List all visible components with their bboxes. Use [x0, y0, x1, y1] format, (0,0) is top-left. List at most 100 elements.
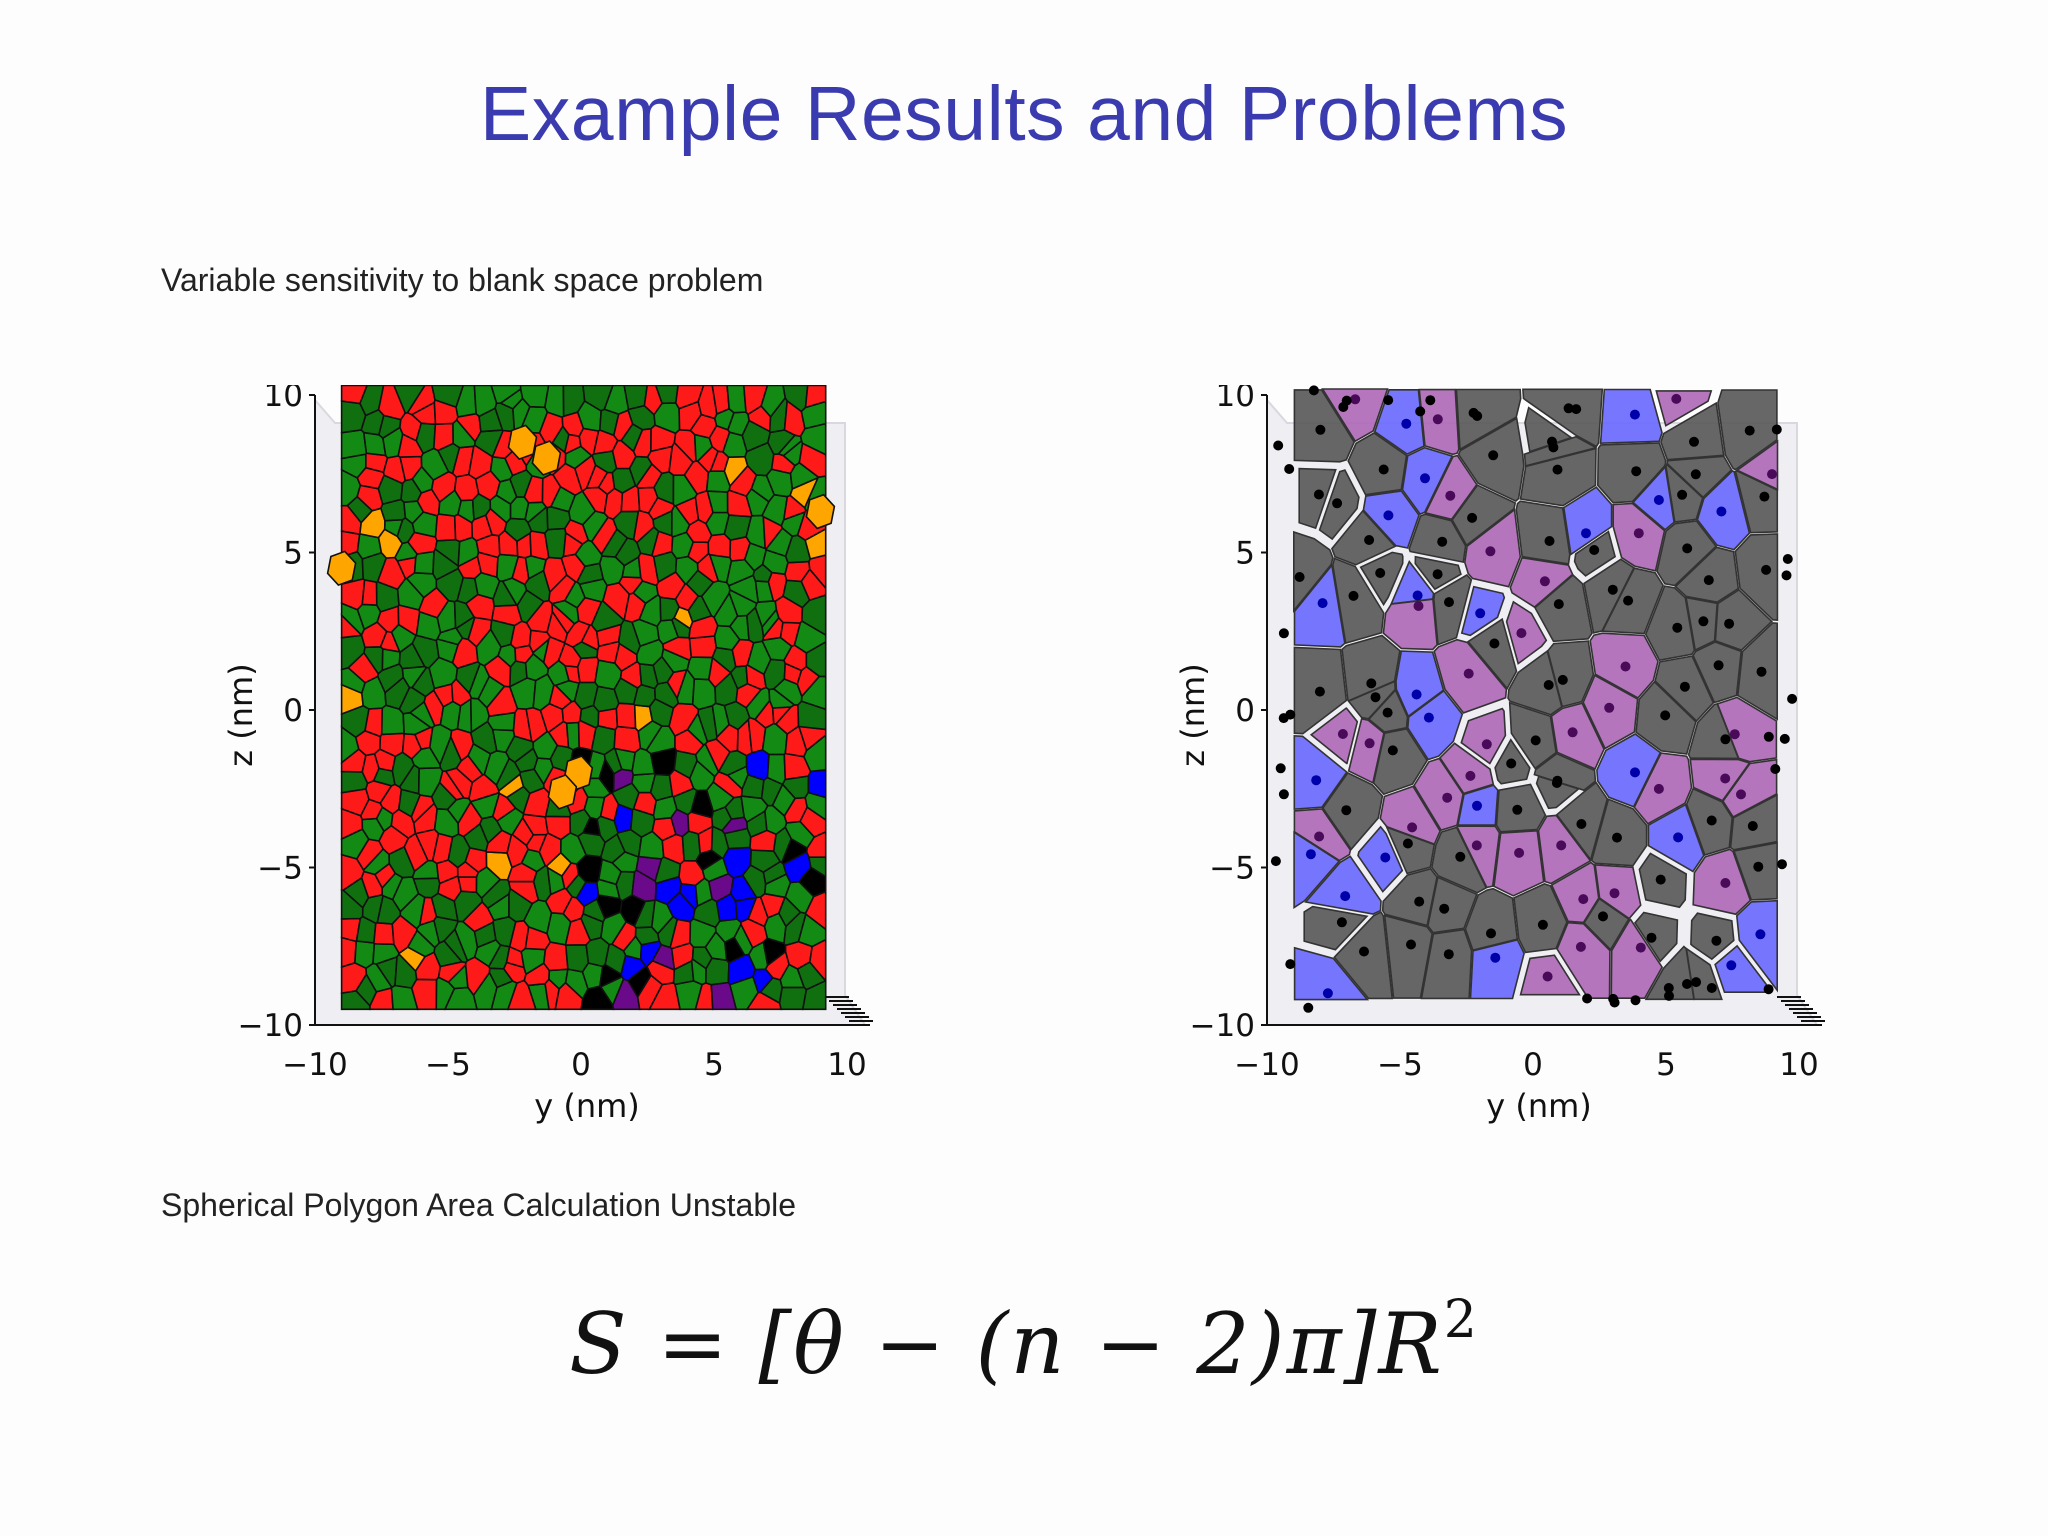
voronoi-cell: [1424, 454, 1478, 521]
seed-point: [1744, 425, 1755, 436]
seed-point: [1370, 692, 1381, 703]
voronoi-cell: [413, 550, 435, 575]
y-tick-label: 10: [264, 385, 303, 414]
seed-point: [1589, 545, 1600, 555]
seed-point: [1471, 840, 1482, 851]
seed-point: [1716, 506, 1727, 517]
voronoi-cell: [364, 707, 384, 738]
voronoi-cell: [1381, 867, 1438, 927]
voronoi-cell: [1533, 752, 1597, 792]
seed-point: [1378, 464, 1389, 475]
x-tick-label: 0: [1523, 1047, 1543, 1083]
voronoi-cell: [1321, 772, 1384, 851]
formula-main: S = [θ − (n − 2)π]R: [569, 1295, 1444, 1393]
seed-point: [1726, 960, 1737, 971]
voronoi-cell: [778, 986, 808, 1011]
seed-point: [1711, 935, 1722, 946]
y-tick-label: 10: [1216, 385, 1255, 414]
seed-point: [1425, 395, 1436, 406]
voronoi-cell: [1432, 573, 1473, 646]
voronoi-cell: [1493, 829, 1545, 897]
seed-point: [1631, 466, 1642, 477]
seed-point: [1763, 731, 1774, 742]
voronoi-cell: [800, 400, 827, 430]
seed-point: [1332, 498, 1343, 509]
seed-point: [1314, 686, 1325, 697]
y-tick-label: 0: [283, 693, 303, 729]
voronoi-cell: [1293, 389, 1356, 463]
voronoi-cell-highlight: [547, 774, 578, 810]
seed-point: [1547, 436, 1557, 447]
voronoi-cell: [369, 986, 394, 1011]
voronoi-cell: [1293, 734, 1348, 811]
voronoi-cell: [1590, 798, 1648, 867]
voronoi-cell: [1513, 883, 1568, 954]
voronoi-cell: [457, 876, 478, 894]
seed-point: [1747, 821, 1758, 831]
formula-exponent: 2: [1443, 1290, 1479, 1350]
voronoi-cell: [1716, 696, 1778, 763]
seed-point: [1770, 764, 1781, 774]
voronoi-cell: [808, 553, 827, 591]
seed-point: [1439, 903, 1450, 914]
seed-point: [1455, 851, 1466, 862]
voronoi-cell: [1734, 470, 1779, 534]
seed-point: [1612, 832, 1622, 843]
y-tick-label: −5: [257, 851, 303, 887]
seed-point: [1415, 406, 1426, 417]
voronoi-cell: [1610, 918, 1664, 1000]
voronoi-cell: [1533, 574, 1593, 643]
seed-point: [1720, 878, 1731, 888]
seed-point: [1557, 674, 1568, 685]
seed-point: [1402, 838, 1413, 849]
seed-point: [1387, 745, 1398, 756]
voronoi-cell: [1321, 388, 1389, 443]
seed-point: [1653, 495, 1664, 505]
voronoi-cell: [797, 912, 827, 948]
seed-point: [1530, 735, 1541, 746]
seed-point: [1609, 888, 1620, 899]
seed-point: [1542, 971, 1553, 982]
x-tick-label: −5: [425, 1047, 471, 1083]
voronoi-cell-highlight: [326, 550, 357, 587]
slide-title: Example Results and Problems: [479, 71, 1569, 157]
voronoi-cell-highlight: [805, 493, 836, 530]
seed-point: [1698, 616, 1709, 627]
voronoi-cell: [434, 513, 457, 542]
seed-point: [1544, 536, 1555, 546]
voronoi-cell: [1420, 928, 1473, 1000]
y-tick-label: 5: [1235, 536, 1255, 572]
seed-point: [1317, 598, 1328, 609]
voronoi-plot-right: −10 −5 0 5 10 10 5 0 −5 −10 y (nm) z (nm): [1174, 378, 1877, 1145]
y-tick-label: −5: [1209, 851, 1255, 887]
seed-point: [1630, 995, 1641, 1006]
seed-point: [1771, 424, 1782, 435]
voronoi-cell: [1438, 742, 1495, 795]
voronoi-cell: [1383, 914, 1434, 999]
seed-point: [1278, 789, 1289, 800]
seed-point: [1411, 689, 1422, 700]
x-axis-label: y (nm): [534, 1087, 640, 1125]
seed-point: [1514, 847, 1525, 858]
voronoi-cell: [544, 384, 565, 419]
seed-point: [1713, 660, 1724, 671]
seed-point: [1767, 469, 1777, 480]
voronoi-cell: [590, 724, 617, 756]
seed-point: [1512, 804, 1523, 815]
seed-point: [1598, 911, 1608, 922]
voronoi-cell-highlight: [507, 424, 538, 461]
seed-point: [1633, 528, 1644, 539]
seed-point: [1336, 917, 1347, 928]
seed-point: [1444, 597, 1454, 608]
seed-point: [1608, 993, 1619, 1004]
voronoi-cell: [1522, 388, 1604, 448]
seed-point: [1736, 789, 1746, 800]
seed-point: [1724, 618, 1735, 629]
seed-point: [1294, 572, 1305, 582]
y-axis-label: z (nm): [225, 663, 260, 766]
voronoi-cell: [1456, 825, 1501, 889]
seed-point: [1359, 946, 1369, 957]
seed-point: [1706, 815, 1717, 826]
seed-point: [1720, 773, 1731, 784]
seed-point: [1383, 395, 1394, 406]
